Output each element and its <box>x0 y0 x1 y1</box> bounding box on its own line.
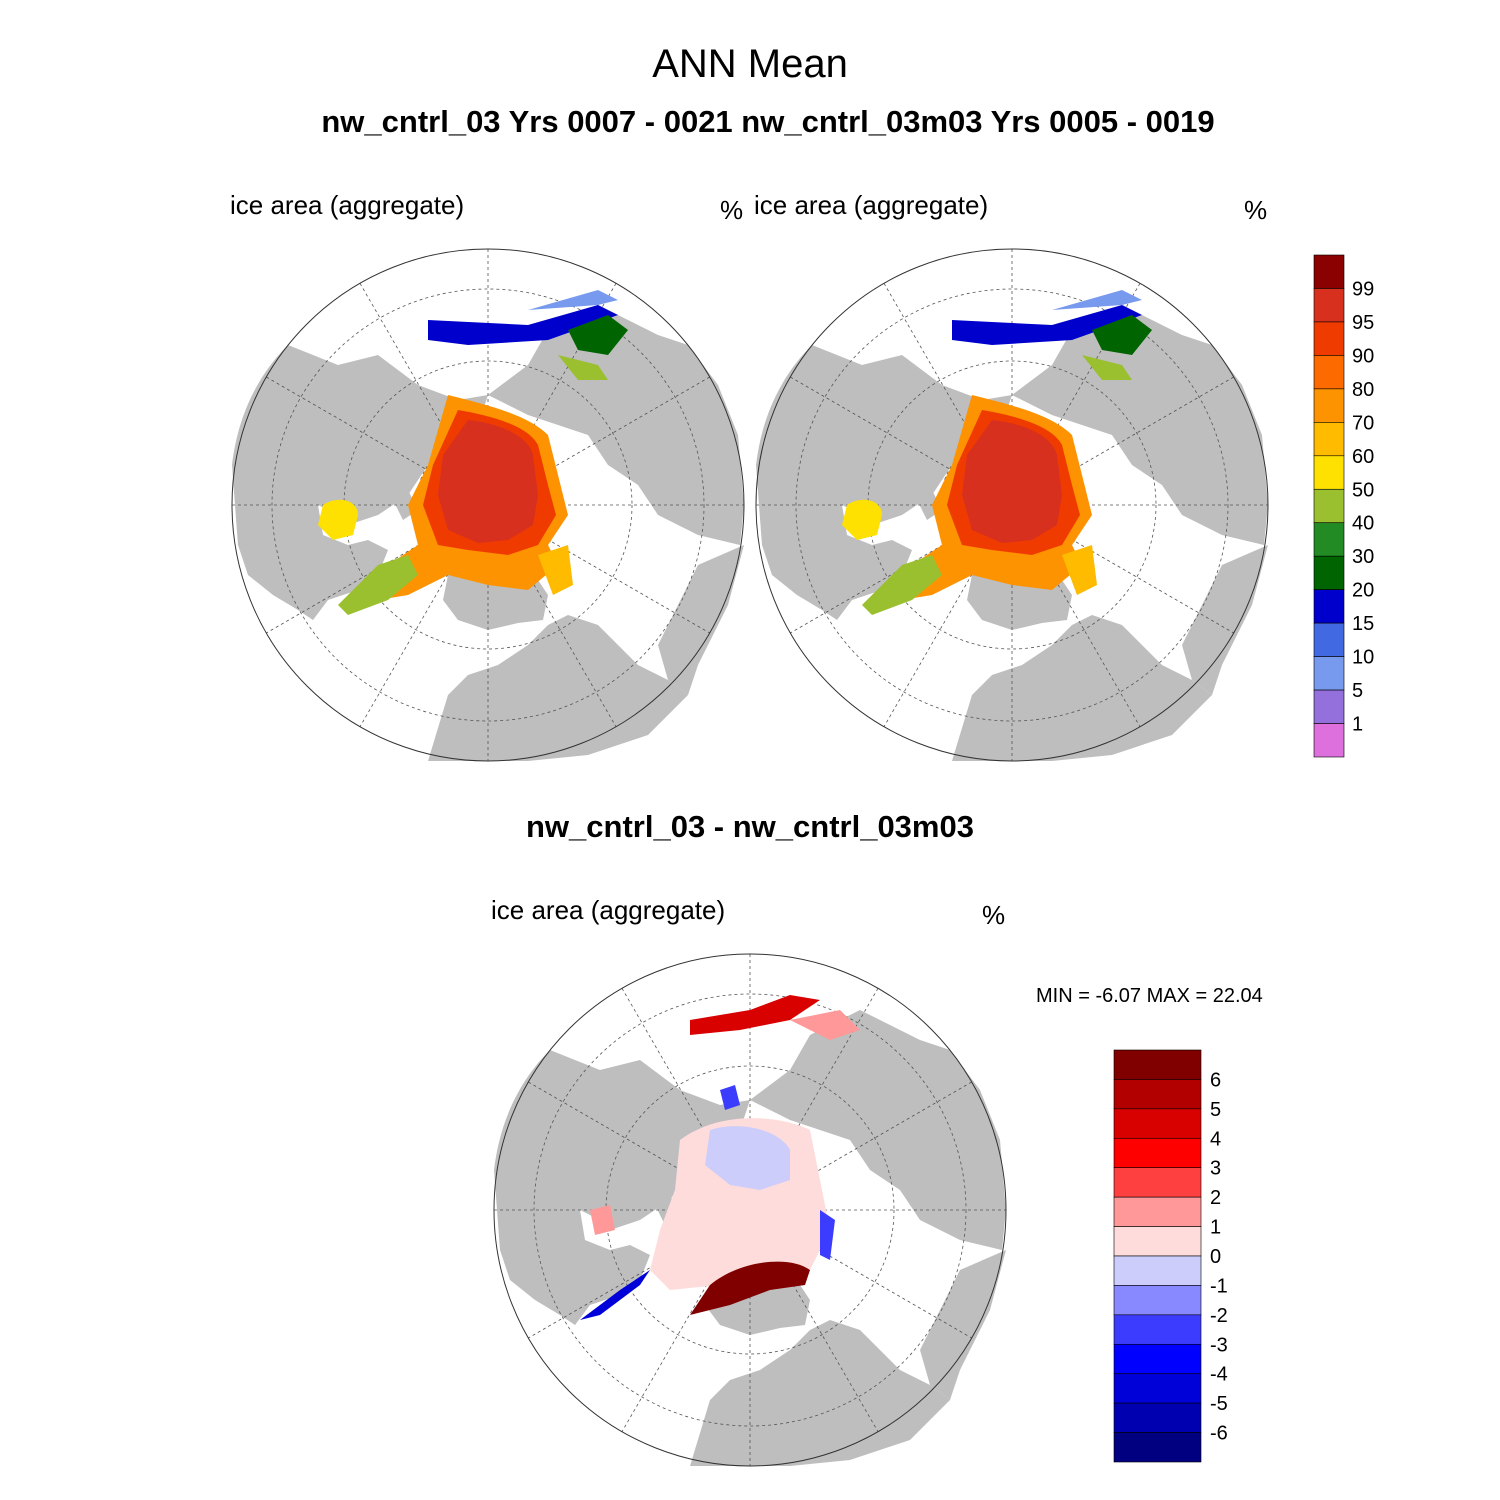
colorbar-main-tick-label: 20 <box>1352 580 1374 602</box>
colorbar-diff-tick-label: -6 <box>1210 1423 1228 1445</box>
colorbar-main-swatch <box>1313 555 1345 590</box>
colorbar-main-swatch <box>1313 288 1345 323</box>
colorbar-diff-tick-label: 4 <box>1210 1128 1221 1150</box>
colorbar-diff: 6 5 4 3 2 1 0 -1 -2 -3 -4 -5 -6 <box>1113 1049 1228 1463</box>
colorbar-main-swatch <box>1313 656 1345 691</box>
figure-subtitle: nw_cntrl_03 Yrs 0007 - 0021 nw_cntrl_03m… <box>321 104 1215 139</box>
colorbar-diff-tick-label: -5 <box>1210 1393 1228 1415</box>
colorbar-diff-tick-label: -3 <box>1210 1334 1228 1356</box>
panel2-label: ice area (aggregate) <box>754 190 989 220</box>
panel1-units: % <box>720 195 744 225</box>
colorbar-diff-swatch <box>1113 1255 1202 1286</box>
colorbar-main-tick-label: 30 <box>1352 546 1374 568</box>
diff-minmax: MIN = -6.07 MAX = 22.04 <box>1036 985 1263 1007</box>
colorbar-diff-swatch <box>1113 1196 1202 1227</box>
diff-panel-title: nw_cntrl_03 - nw_cntrl_03m03 <box>526 809 974 844</box>
colorbar-main-swatch <box>1313 522 1345 557</box>
colorbar-diff-swatch <box>1113 1285 1202 1316</box>
colorbar-diff-tick-label: -1 <box>1210 1275 1228 1297</box>
colorbar-diff-tick-label: 2 <box>1210 1187 1221 1209</box>
colorbar-diff-tick-label: 0 <box>1210 1246 1221 1268</box>
colorbar-main-tick-label: 15 <box>1352 613 1374 635</box>
colorbar-diff-swatch <box>1113 1226 1202 1257</box>
panel1-label: ice area (aggregate) <box>230 190 465 220</box>
colorbar-diff-swatch <box>1113 1049 1202 1080</box>
colorbar-main-tick-label: 50 <box>1352 479 1374 501</box>
colorbar-main-tick-label: 70 <box>1352 412 1374 434</box>
colorbar-main-tick-label: 80 <box>1352 379 1374 401</box>
colorbar-main-tick-label: 10 <box>1352 647 1374 669</box>
colorbar-diff-swatch <box>1113 1343 1202 1375</box>
colorbar-diff-tick-label: -2 <box>1210 1305 1228 1327</box>
colorbar-diff-swatch <box>1113 1167 1202 1198</box>
colorbar-diff-swatch <box>1113 1373 1202 1404</box>
colorbar-main: 99 95 90 80 70 60 50 40 30 20 15 10 5 1 <box>1313 254 1374 758</box>
colorbar-main-tick-label: 90 <box>1352 345 1374 367</box>
map-panel-2 <box>755 248 1269 762</box>
panel2-units: % <box>1244 195 1268 225</box>
colorbar-main-tick-label: 40 <box>1352 513 1374 535</box>
colorbar-diff-swatch <box>1113 1079 1202 1110</box>
map-panel-1 <box>231 248 745 762</box>
colorbar-main-swatch <box>1313 388 1345 423</box>
colorbar-diff-tick-label: 6 <box>1210 1069 1221 1091</box>
figure-title: ANN Mean <box>652 42 848 86</box>
colorbar-main-swatch <box>1313 422 1345 457</box>
colorbar-main-swatch <box>1313 589 1345 624</box>
colorbar-diff-swatch <box>1113 1314 1202 1345</box>
colorbar-main-swatch <box>1313 321 1345 356</box>
colorbar-main-tick-label: 95 <box>1352 312 1374 334</box>
colorbar-main-tick-label: 5 <box>1352 680 1363 702</box>
colorbar-diff-swatch <box>1113 1108 1202 1139</box>
colorbar-main-tick-label: 1 <box>1352 714 1363 736</box>
colorbar-diff-tick-label: 1 <box>1210 1217 1221 1239</box>
colorbar-main-swatch <box>1313 622 1345 657</box>
colorbar-main-swatch <box>1313 689 1345 724</box>
colorbar-diff-swatch <box>1113 1402 1202 1433</box>
colorbar-main-swatch <box>1313 488 1345 524</box>
diff-panel-units: % <box>982 900 1006 930</box>
diff-panel-label: ice area (aggregate) <box>491 895 726 925</box>
colorbar-main-swatch <box>1313 254 1345 289</box>
colorbar-diff-tick-label: 5 <box>1210 1099 1221 1121</box>
colorbar-main-tick-label: 60 <box>1352 446 1374 468</box>
colorbar-main-swatch <box>1313 723 1345 758</box>
colorbar-diff-tick-label: -4 <box>1210 1364 1228 1386</box>
colorbar-main-swatch <box>1313 455 1345 490</box>
colorbar-main-swatch <box>1313 355 1345 390</box>
colorbar-diff-tick-label: 3 <box>1210 1158 1221 1180</box>
colorbar-main-tick-label: 99 <box>1352 278 1374 300</box>
colorbar-diff-swatch <box>1113 1432 1202 1463</box>
colorbar-diff-swatch <box>1113 1137 1202 1169</box>
map-panel-diff <box>493 953 1007 1467</box>
